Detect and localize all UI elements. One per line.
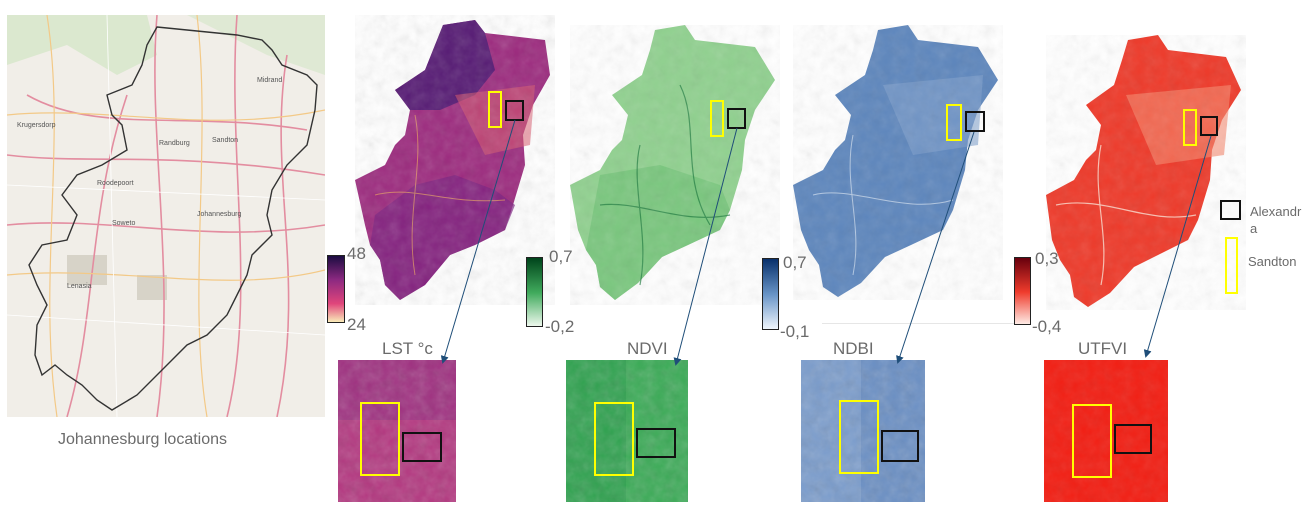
- ndvi-zoom-map: [566, 360, 688, 502]
- lst-colorbar: [327, 255, 345, 323]
- place-label-roodepoort: Roodepoort: [97, 180, 134, 187]
- ndbi-map: [793, 25, 1003, 300]
- lst-zoom-sandton-box: [360, 402, 400, 476]
- place-label-lenasia: Lenasia: [67, 283, 92, 290]
- ndvi-colorbar-max: 0,7: [549, 247, 573, 266]
- ndvi-map: [570, 25, 780, 305]
- legend-alexandra-label-line2: a: [1250, 221, 1258, 236]
- lst-colorbar-max: 48: [347, 244, 366, 263]
- ndbi-zoom-sandton-box: [839, 400, 879, 474]
- ndvi-colorbar: [526, 257, 543, 327]
- utfvi-title: UTFVI: [1078, 339, 1128, 358]
- lst-map-sandton-box: [488, 91, 502, 128]
- ndvi-title: NDVI: [627, 339, 668, 358]
- lst-zoom-alexandra-box: [402, 432, 442, 462]
- ndbi-zoom-arrow: [896, 131, 975, 364]
- ndvi-colorbar-min: -0,2: [545, 317, 575, 336]
- ndbi-zoom-alexandra-box: [881, 430, 919, 462]
- utfvi-map-alexandra-box: [1200, 116, 1218, 136]
- lst-zoom-map: [338, 360, 456, 502]
- ndbi-colorbar-min: -0,1: [780, 322, 810, 341]
- ndbi-colorbar: [762, 258, 779, 330]
- legend-alexandra-swatch: [1220, 200, 1241, 220]
- locator-map-caption: Johannesburg locations: [58, 431, 228, 448]
- lst-zoom-arrow: [440, 119, 516, 364]
- ndvi-map-sandton-box: [710, 100, 724, 137]
- locator-map[interactable]: Krugersdorp Randburg Sandton Roodepoort …: [6, 14, 326, 418]
- place-label-midrand: Midrand: [257, 77, 283, 84]
- lst-colorbar-min: 24: [347, 315, 366, 334]
- legend-alexandra-label-line1: Alexandr: [1250, 204, 1302, 219]
- place-label-sandton: Sandton: [212, 137, 239, 144]
- utfvi-zoom-sandton-box: [1072, 404, 1112, 478]
- lst-map: [355, 15, 555, 305]
- ndbi-title: NDBI: [833, 339, 874, 358]
- lst-title: LST °c: [382, 339, 433, 358]
- legend-sandton-swatch: [1225, 237, 1238, 294]
- legend-sandton-label: Sandton: [1248, 254, 1297, 269]
- utfvi-map-sandton-box: [1183, 109, 1197, 146]
- utfvi-map: [1046, 35, 1246, 310]
- ndbi-zoom-map: [801, 360, 925, 502]
- ndbi-map-sandton-box: [946, 104, 962, 141]
- locator-map-graphic: [6, 14, 326, 418]
- place-label-randburg: Randburg: [159, 140, 190, 147]
- utfvi-zoom-arrow: [1143, 135, 1212, 358]
- place-label-krugersdorp: Krugersdorp: [17, 122, 56, 129]
- ndvi-zoom-arrow: [673, 127, 738, 366]
- utfvi-colorbar-max: 0,3: [1035, 249, 1059, 268]
- place-label-johannesburg: Johannesburg: [197, 211, 242, 218]
- ndvi-zoom-sandton-box: [594, 402, 634, 476]
- ndbi-divider: [822, 323, 1018, 324]
- utfvi-colorbar-min: -0,4: [1032, 317, 1062, 336]
- utfvi-zoom-alexandra-box: [1114, 424, 1152, 454]
- utfvi-zoom-map: [1044, 360, 1168, 502]
- ndbi-colorbar-max: 0,7: [783, 253, 807, 272]
- utfvi-colorbar: [1014, 257, 1031, 325]
- ndbi-map-alexandra-box: [965, 111, 985, 132]
- place-label-soweto: Soweto: [112, 220, 136, 227]
- ndvi-zoom-alexandra-box: [636, 428, 676, 458]
